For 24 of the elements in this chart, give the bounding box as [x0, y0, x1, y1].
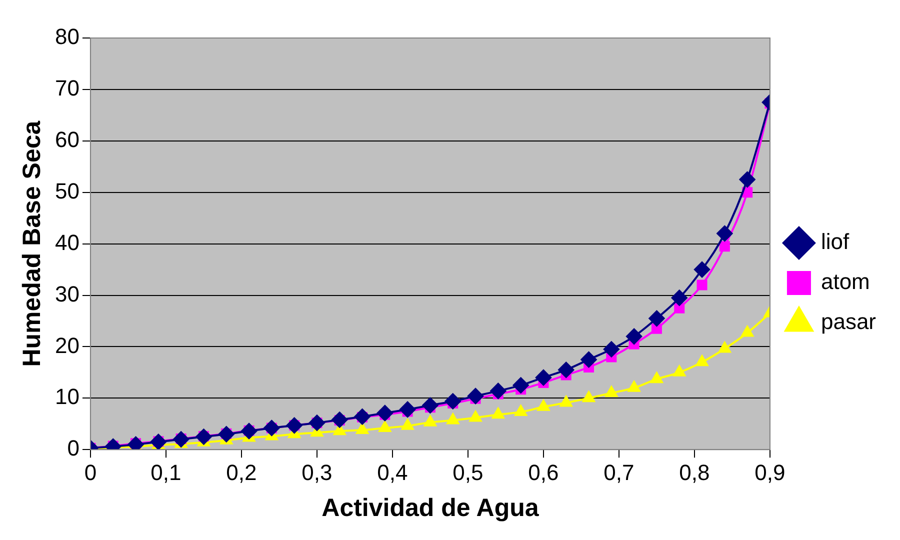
x-tick-label: 0,7 [604, 460, 634, 485]
legend-label: pasar [820, 309, 876, 334]
y-tick-label: 30 [54, 281, 80, 306]
y-tick-label: 0 [67, 436, 80, 461]
x-tick-label: 0,2 [226, 460, 257, 485]
x-tick-label: 0,9 [754, 460, 786, 485]
y-tick-label: 60 [54, 126, 80, 152]
x-tick-label: 0,8 [679, 460, 710, 485]
y-tick-label: 80 [54, 24, 80, 50]
y-axis-title: Humedad Base Seca [18, 120, 46, 367]
x-tick-label: 0,5 [452, 460, 484, 485]
x-tick-label: 0,4 [377, 460, 408, 485]
x-axis-title: Actividad de Agua [322, 494, 540, 522]
y-tick-label: 70 [54, 76, 80, 101]
x-tick-label: 0,3 [302, 460, 332, 485]
x-tick-label: 0,6 [528, 460, 559, 485]
x-tick-label: 0 [84, 460, 97, 485]
legend-label: liof [820, 229, 850, 254]
legend-label: atom [820, 269, 870, 294]
y-tick-label: 40 [54, 230, 80, 255]
x-tick-label: 0,1 [150, 460, 182, 485]
y-tick-label: 10 [54, 384, 80, 410]
y-tick-label: 50 [54, 178, 80, 204]
y-tick-label: 20 [54, 332, 80, 358]
